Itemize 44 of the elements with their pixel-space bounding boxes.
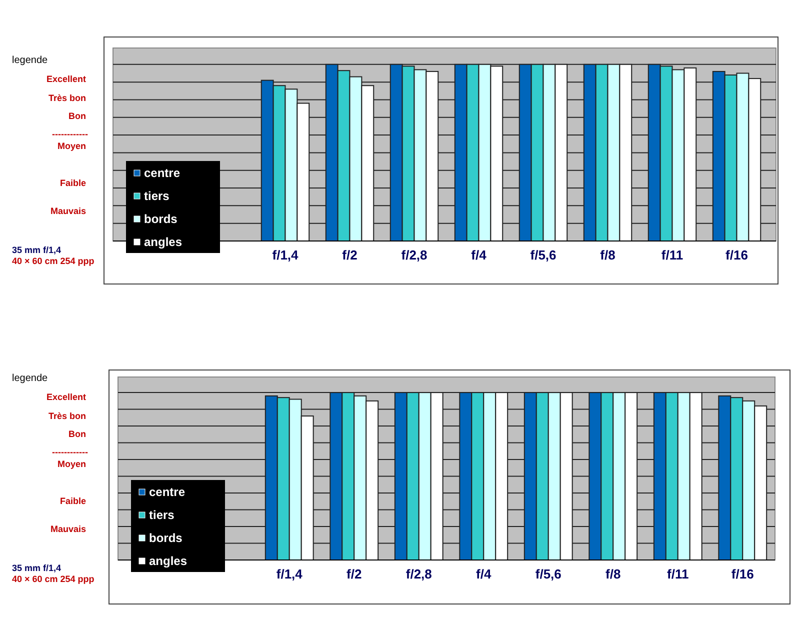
- x-tick-label: f/5,6: [530, 248, 556, 263]
- x-tick-label: f/2: [342, 248, 358, 263]
- x-tick-label: f/4: [471, 248, 488, 263]
- legend-label: centre: [144, 166, 180, 180]
- legend-label: angles: [144, 235, 182, 249]
- legend-label: angles: [149, 554, 188, 568]
- x-tick-label: f/1,4: [272, 248, 300, 263]
- text: 35 mm f/1,4: [12, 563, 62, 573]
- text: 40 × 60 cm 254 ppp: [12, 256, 95, 266]
- text: Bon: [68, 111, 86, 121]
- x-tick-label: f/2,8: [406, 566, 432, 582]
- text: ------------: [52, 447, 88, 457]
- x-tick-label: f/11: [667, 566, 689, 582]
- text: 40 × 60 cm 254 ppp: [12, 574, 95, 584]
- text: Moyen: [57, 141, 86, 151]
- x-tick-label: f/8: [606, 566, 621, 582]
- text: Très bon: [48, 411, 86, 421]
- legend-label: bords: [144, 212, 178, 226]
- text: legende: [12, 373, 48, 384]
- legend-label: tiers: [144, 189, 170, 203]
- legend-label: centre: [149, 485, 186, 499]
- text: Faible: [60, 178, 86, 188]
- text: Mauvais: [50, 206, 86, 216]
- x-tick-label: f/5,6: [535, 566, 562, 582]
- x-tick-label: f/2,8: [401, 248, 428, 263]
- x-tick-label: f/4: [476, 566, 492, 582]
- x-tick-label: f/11: [661, 248, 684, 263]
- text: legende: [12, 55, 48, 66]
- text: 35 mm f/1,4: [12, 245, 62, 255]
- x-tick-label: f/16: [731, 566, 754, 582]
- x-tick-label: f/8: [600, 248, 616, 263]
- text: Faible: [60, 496, 86, 506]
- x-tick-label: f/16: [726, 248, 748, 263]
- legend-label: tiers: [149, 508, 175, 522]
- text: Mauvais: [50, 524, 86, 534]
- legend-label: bords: [149, 531, 183, 545]
- x-tick-label: f/2: [346, 566, 362, 582]
- text: ------------: [52, 129, 88, 139]
- text: Moyen: [57, 459, 86, 469]
- x-tick-label: f/1,4: [276, 566, 304, 582]
- text: Excellent: [46, 392, 86, 402]
- text: Bon: [68, 429, 86, 439]
- text: Très bon: [48, 93, 86, 103]
- text: Excellent: [46, 74, 86, 84]
